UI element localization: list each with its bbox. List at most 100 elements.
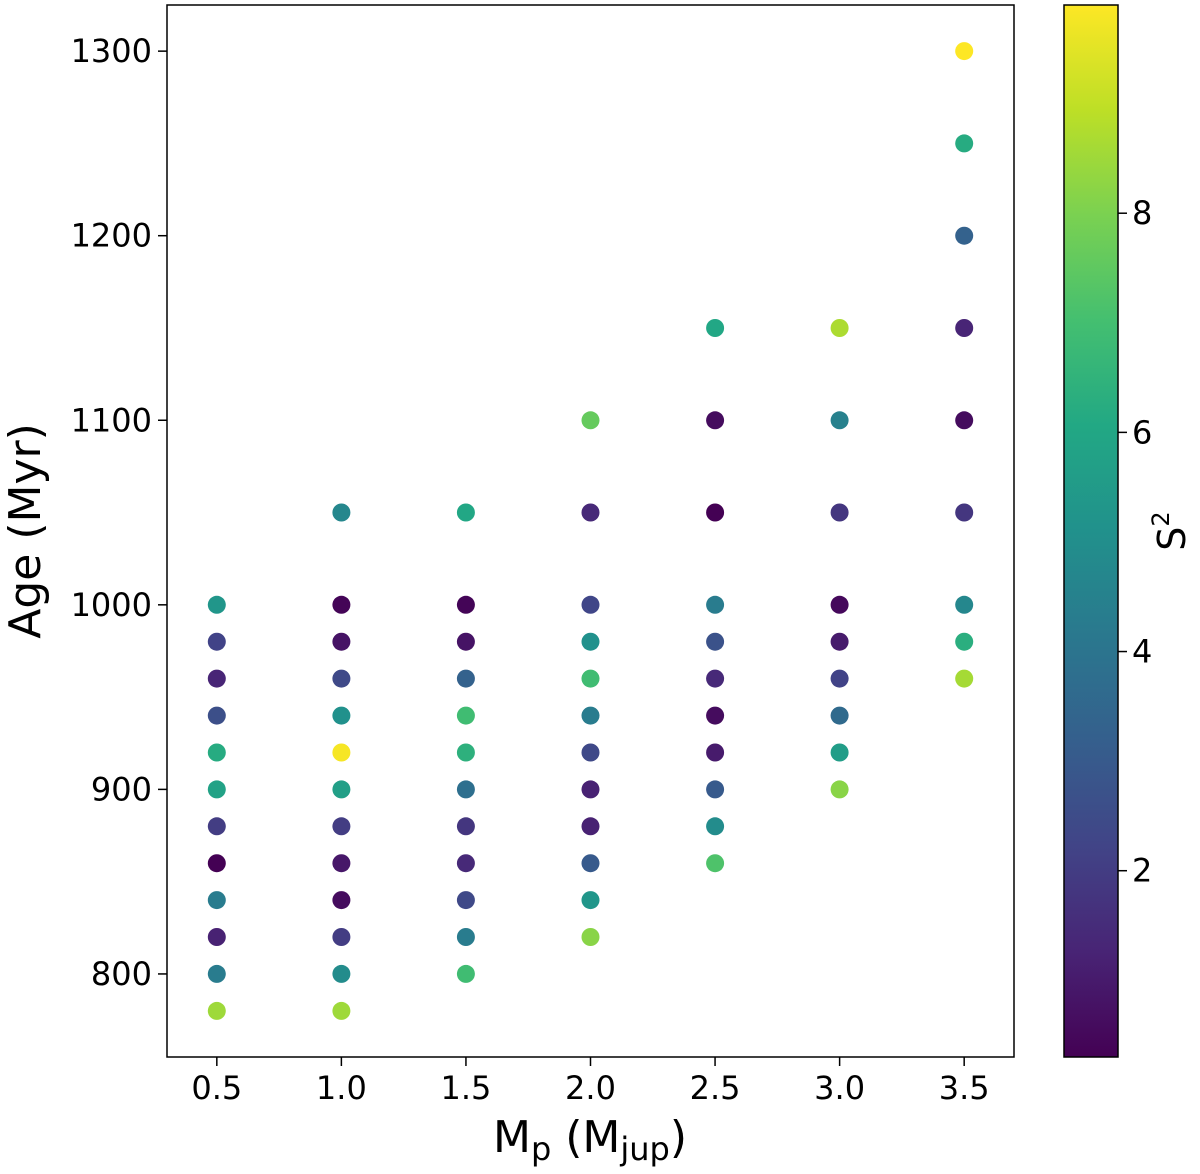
data-point <box>581 928 600 946</box>
data-point <box>332 780 351 799</box>
data-point <box>456 503 475 522</box>
data-point <box>456 928 475 946</box>
data-point <box>456 595 475 614</box>
y-tick-label: 900 <box>91 770 152 808</box>
data-point <box>581 595 600 614</box>
data-point <box>830 503 849 522</box>
colorbar-label: S2 <box>1147 511 1194 550</box>
data-points <box>207 42 974 1020</box>
x-tick-label: 2.5 <box>690 1069 741 1107</box>
data-point <box>456 669 475 688</box>
data-point <box>830 595 849 614</box>
data-point <box>706 669 725 688</box>
data-point <box>581 669 600 688</box>
data-point <box>456 964 475 983</box>
data-point <box>332 964 351 983</box>
data-point <box>456 743 475 762</box>
data-point <box>581 706 600 725</box>
data-point <box>456 632 475 651</box>
data-point <box>955 632 974 651</box>
data-point <box>706 319 725 337</box>
x-axis-label: Mp (Mjup) <box>493 1112 687 1168</box>
data-point <box>706 854 725 873</box>
x-tick-label: 3.5 <box>939 1069 990 1107</box>
data-point <box>207 632 226 651</box>
data-point <box>955 319 974 337</box>
data-point <box>830 743 849 762</box>
data-point <box>830 780 849 799</box>
colorbar-label-sup: 2 <box>1147 511 1175 526</box>
data-point <box>830 669 849 688</box>
colorbar-tick-label: 8 <box>1132 194 1152 232</box>
data-point <box>207 595 226 614</box>
data-point <box>581 632 600 651</box>
data-point <box>207 1001 226 1020</box>
data-point <box>207 706 226 725</box>
data-point <box>581 891 600 910</box>
data-point <box>332 928 351 946</box>
colorbar-tick-label: 4 <box>1132 633 1152 671</box>
data-point <box>332 706 351 725</box>
data-point <box>581 503 600 522</box>
data-point <box>207 891 226 910</box>
data-point <box>955 42 974 61</box>
data-point <box>207 817 226 836</box>
data-point <box>706 595 725 614</box>
data-point <box>581 854 600 873</box>
data-point <box>332 854 351 873</box>
data-point <box>706 632 725 651</box>
x-label-unit-close: ) <box>670 1112 687 1163</box>
data-point <box>706 411 725 430</box>
x-tick-label: 1.0 <box>316 1069 367 1107</box>
data-point <box>955 595 974 614</box>
data-point <box>706 780 725 799</box>
data-point <box>456 780 475 799</box>
x-label-unit-sub: jup <box>619 1130 669 1168</box>
data-point <box>207 743 226 762</box>
data-point <box>456 854 475 873</box>
y-tick-label: 1300 <box>71 32 152 70</box>
y-tick-label: 1000 <box>71 586 152 624</box>
data-point <box>207 964 226 983</box>
y-axis-ticks: 800 900 1000 1100 1200 1300 <box>71 32 167 993</box>
data-point <box>207 780 226 799</box>
data-point <box>456 817 475 836</box>
data-point <box>332 1001 351 1020</box>
data-point <box>706 706 725 725</box>
data-point <box>955 134 974 153</box>
data-point <box>955 669 974 688</box>
y-axis-label: Age (Myr) <box>0 423 51 639</box>
data-point <box>706 743 725 762</box>
x-tick-label: 2.0 <box>565 1069 616 1107</box>
y-tick-label: 800 <box>91 955 152 993</box>
data-point <box>955 411 974 430</box>
data-point <box>332 817 351 836</box>
data-point <box>955 503 974 522</box>
data-point <box>332 743 351 762</box>
colorbar-label-main: S <box>1150 527 1194 551</box>
data-point <box>207 928 226 946</box>
data-point <box>332 503 351 522</box>
data-point <box>830 319 849 337</box>
y-tick-label: 1100 <box>71 401 152 439</box>
data-point <box>581 780 600 799</box>
data-point <box>456 891 475 910</box>
data-point <box>456 706 475 725</box>
x-tick-label: 0.5 <box>191 1069 242 1107</box>
data-point <box>830 632 849 651</box>
colorbar-tick-label: 2 <box>1132 852 1152 890</box>
x-label-main: M <box>493 1112 531 1163</box>
x-label-sub: p <box>531 1130 551 1168</box>
data-point <box>955 226 974 245</box>
colorbar-ticks: 2 4 6 8 <box>1118 194 1152 890</box>
data-point <box>332 891 351 910</box>
data-point <box>332 669 351 688</box>
data-point <box>332 632 351 651</box>
data-point <box>706 817 725 836</box>
colorbar-tick-label: 6 <box>1132 413 1152 451</box>
data-point <box>581 411 600 430</box>
x-label-unit-open: (M <box>551 1112 620 1163</box>
data-point <box>581 743 600 762</box>
x-axis-ticks: 0.5 1.0 1.5 2.0 2.5 3.0 3.5 <box>191 1057 990 1107</box>
